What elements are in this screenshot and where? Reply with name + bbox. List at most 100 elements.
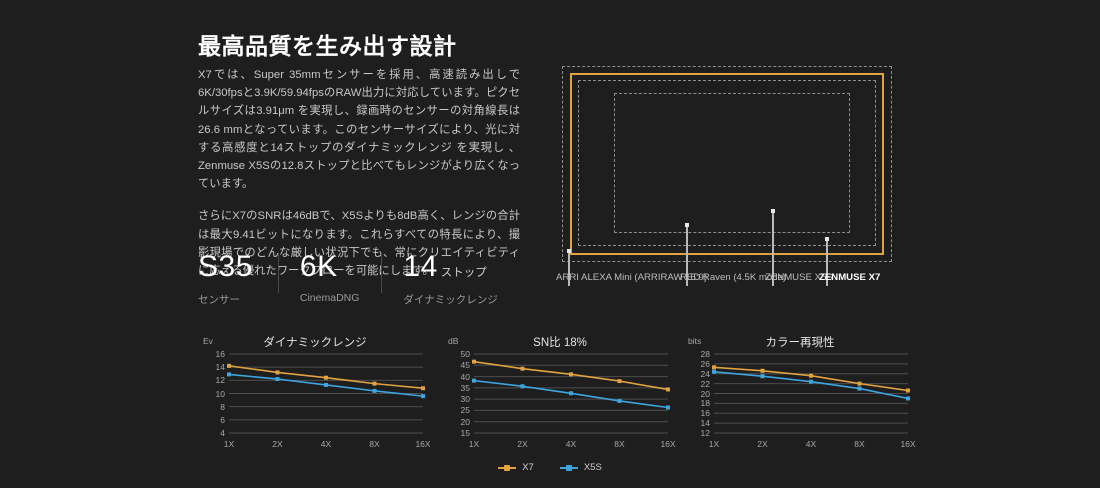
description-paragraph: さらにX7のSNRは46dBで、X5Sよりも8dB高く、レンジの合計は最大9.4…: [198, 210, 520, 278]
chart-y-tick-label: 12: [700, 428, 710, 438]
chart-y-axis-unit: bits: [688, 336, 702, 346]
chart-y-tick-label: 35: [460, 382, 470, 393]
chart-x-tick-label: 8X: [369, 439, 380, 449]
spec-stat-suffix: ストップ: [440, 267, 487, 279]
chart-signal-to-noise: SN比 18% dB 50 45 40 35 30 25 20 15 1X 2X 4X 8X 16X: [440, 330, 680, 455]
sensor-diagram-labels: ARRI ALEXA Mini (ARRIRAW 16:9) RED Raven …: [556, 272, 901, 286]
chart-x-tick-label: 16X: [900, 439, 916, 449]
chart-data-point: [372, 381, 377, 386]
chart-x-tick-label: 1X: [223, 439, 235, 449]
chart-data-point: [809, 373, 813, 378]
chart-y-tick-label: 16: [215, 349, 225, 359]
spec-stat-sensor: S35 センサー: [198, 250, 278, 307]
sensor-leader-line: [685, 223, 689, 286]
chart-y-tick-label: 24: [700, 368, 710, 379]
chart-data-point: [809, 379, 813, 384]
chart-data-point: [372, 388, 377, 393]
chart-plot-area: [227, 353, 425, 434]
chart-data-point: [421, 386, 425, 391]
spec-stat-label: センサー: [198, 294, 240, 306]
chart-y-axis-unit: dB: [448, 336, 459, 346]
chart-data-point: [666, 405, 670, 410]
description-column: X7では、Super 35mmセンサーを採用、高速読み出しで6K/30fpsと3…: [198, 66, 520, 294]
chart-y-tick-label: 20: [700, 388, 710, 399]
spec-stats: S35 センサー 6K CinemaDNG 14 ストップ ダイナミックレンジ: [198, 250, 542, 307]
chart-legend: X7 X5S: [0, 462, 1100, 473]
spec-stat-value: 14 ストップ: [403, 250, 497, 290]
chart-x-tick-label: 16X: [415, 439, 431, 449]
chart-data-point: [760, 374, 765, 379]
legend-item-x5s: X5S: [559, 462, 602, 473]
chart-data-point: [857, 381, 862, 386]
legend-label: X7: [522, 462, 534, 473]
sensor-leader-line: [567, 249, 571, 286]
spec-stat-label: ダイナミックレンジ: [403, 294, 498, 306]
chart-x-tick-label: 4X: [805, 439, 817, 449]
spec-stat-label: CinemaDNG: [299, 292, 360, 304]
chart-data-point: [227, 363, 231, 368]
chart-data-point: [712, 369, 716, 374]
chart-data-point: [760, 368, 765, 373]
chart-y-tick-label: 40: [460, 371, 470, 382]
chart-data-point: [569, 372, 573, 377]
description-paragraph: X7では、Super 35mmセンサーを採用、高速読み出しで6K/30fpsと3…: [198, 69, 520, 191]
chart-data-point: [666, 387, 670, 392]
chart-y-tick-label: 14: [215, 362, 225, 373]
sensor-rect-red-raven: [570, 73, 884, 255]
sensor-label: ZENMUSE X7: [819, 272, 881, 283]
sensor-rect-arri-alexa-mini: [562, 66, 892, 262]
legend-swatch-icon: [559, 464, 578, 471]
spec-stat-value: 6K: [300, 250, 360, 290]
chart-row: ダイナミックレンジ Ev 16 14 12 10 8 6 4 1X 2X 4X 8X 16X SN比 18%…: [0, 330, 1100, 455]
chart-x-tick-label: 2X: [757, 439, 768, 449]
chart-title: SN比 18%: [533, 337, 587, 349]
chart-data-point: [275, 370, 280, 375]
chart-data-point: [324, 375, 328, 380]
sensor-label: RED Raven (4.5K mode): [680, 272, 787, 283]
chart-x-tick-label: 1X: [468, 439, 480, 449]
chart-x-tick-label: 8X: [614, 439, 625, 449]
chart-y-tick-label: 45: [460, 360, 470, 371]
spec-stat-dynamic-range: 14 ストップ ダイナミックレンジ: [381, 250, 519, 307]
chart-x-tick-label: 8X: [854, 439, 865, 449]
sensor-leader-line: [825, 237, 829, 286]
chart-y-tick-label: 10: [215, 388, 225, 399]
chart-series-line-x7: [713, 366, 909, 392]
legend-swatch-icon: [498, 464, 517, 471]
spec-stat-number: S35: [198, 250, 253, 283]
chart-x-tick-label: 4X: [320, 439, 332, 449]
page-title: 最高品質を生み出す設計: [198, 33, 457, 60]
chart-data-point: [227, 372, 231, 377]
chart-data-point: [569, 391, 573, 396]
chart-title: ダイナミックレンジ: [263, 337, 367, 349]
chart-y-tick-label: 6: [220, 414, 225, 425]
chart-y-tick-label: 15: [460, 428, 470, 438]
chart-x-tick-label: 4X: [565, 439, 577, 449]
spec-stat-number: 14: [403, 250, 438, 283]
chart-data-point: [712, 365, 716, 370]
spec-stat-value: S35: [198, 250, 256, 290]
chart-data-point: [324, 382, 328, 387]
chart-x-tick-label: 2X: [517, 439, 528, 449]
chart-data-point: [906, 388, 910, 393]
chart-x-tick-label: 2X: [272, 439, 283, 449]
chart-y-tick-label: 30: [460, 394, 470, 405]
legend-label: X5S: [583, 462, 602, 473]
spec-stat-cinemadng: 6K CinemaDNG: [278, 250, 382, 304]
chart-y-tick-label: 28: [700, 349, 710, 359]
sensor-size-diagram: [562, 66, 892, 292]
chart-y-tick-label: 50: [460, 349, 470, 359]
chart-y-tick-label: 22: [700, 378, 710, 389]
chart-y-tick-label: 4: [220, 428, 225, 438]
chart-data-point: [275, 377, 280, 382]
chart-data-point: [617, 398, 622, 403]
chart-y-tick-label: 12: [215, 375, 225, 386]
chart-data-point: [472, 378, 476, 383]
chart-data-point: [857, 386, 862, 391]
chart-plot-area: [472, 353, 670, 434]
chart-y-tick-label: 14: [700, 418, 710, 429]
chart-x-tick-label: 16X: [660, 439, 676, 449]
chart-y-tick-label: 8: [220, 401, 225, 412]
chart-y-axis-unit: Ev: [203, 336, 213, 346]
spec-stat-number: 6K: [299, 250, 338, 283]
